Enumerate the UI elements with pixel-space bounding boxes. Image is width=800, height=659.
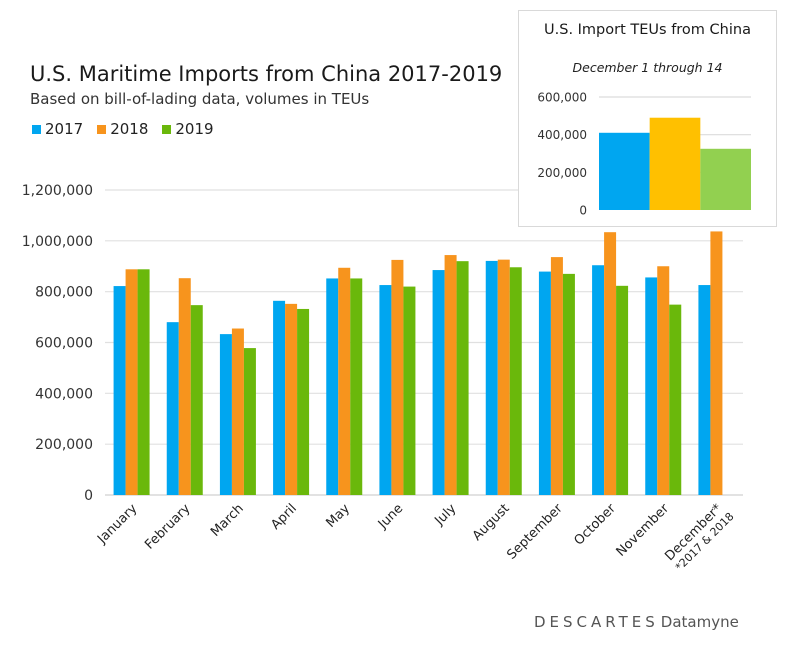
main-x-axis-labels: January February March April May June July Augu… [94,501,736,574]
legend: 2017 2018 2019 [32,120,214,138]
bar-2018-april [285,303,298,495]
inset-subtitle: December 1 through 14 [572,60,723,75]
legend-swatch-2018 [97,124,107,134]
bar-2017-april [273,300,286,495]
main-x-tick-label: July [432,501,460,529]
inset-y-axis-labels: 0 200,000 400,000 600,000 [537,91,587,218]
main-x-tick-label: February [142,501,194,553]
inset-y-tick-label: 200,000 [537,166,587,180]
bar-2017-june [379,285,392,495]
chart-title: U.S. Maritime Imports from China 2017-20… [30,62,503,86]
bar-2018-november [657,266,670,495]
inset-chart-panel: U.S. Import TEUs from China December 1 t… [518,10,777,227]
main-x-tick-label: August [470,501,513,544]
main-x-tick-label: March [208,501,247,540]
main-x-tick-label: October [572,501,620,549]
bar-2019-february [190,305,203,495]
bar-2018-july [444,255,457,495]
inset-y-tick-label: 400,000 [537,128,587,142]
bar-2017-may [326,278,339,495]
main-x-tick-label: September [504,501,566,563]
legend-swatch-2019 [162,124,172,134]
bar-2017-march [219,334,232,495]
inset-bar-chart: 0 200,000 400,000 600,000 [537,91,751,218]
legend-item-2018: 2018 [97,120,148,138]
main-y-axis-labels: 0 200,000 400,000 600,000 800,000 1,000,000 1,… [22,183,93,504]
bar-2018-december [710,231,723,495]
bar-2018-september [550,257,563,495]
inset-bars [599,117,751,210]
bar-2019-september [562,273,575,495]
chart-subtitle: Based on bill-of-lading data, volumes in… [30,90,370,108]
bar-2017-december [698,285,711,495]
legend-label-2019: 2019 [175,120,214,138]
bar-2018-january [125,269,138,495]
bar-2018-february [178,278,191,495]
bar-2018-march [231,328,244,495]
inset-y-tick-label: 600,000 [537,91,587,105]
bar-2019-january [137,269,150,495]
main-x-tick-label: May [323,501,353,531]
bar-2017-october [592,265,605,495]
brand-sub: Datamyne [660,613,739,631]
main-x-tick-label: January [94,501,140,547]
legend-swatch-2017 [32,124,41,134]
bar-2019-july [456,261,469,495]
main-x-tick-label: June [375,501,406,532]
inset-bar-2017 [599,132,650,210]
main-y-tick-label: 0 [84,488,93,504]
bar-2018-may [338,267,351,495]
bar-2019-april [297,308,310,495]
legend-label-2017: 2017 [45,120,84,138]
inset-title: U.S. Import TEUs from China [544,22,751,38]
main-y-tick-label: 1,200,000 [22,183,93,199]
legend-label-2018: 2018 [110,120,149,138]
inset-bar-2019 [700,148,751,210]
bar-2017-september [538,271,551,495]
main-y-tick-label: 600,000 [35,336,93,352]
legend-item-2017: 2017 [32,120,83,138]
main-y-tick-label: 400,000 [35,386,93,402]
bar-2019-august [509,267,522,495]
brand-name: DESCARTES [534,613,659,631]
bar-2019-may [350,278,363,495]
bar-2019-november [669,304,682,495]
bar-2017-november [645,277,658,495]
bar-2017-august [485,260,498,495]
descartes-datamyne-logo: DESCARTES Datamyne [534,613,739,631]
legend-item-2019: 2019 [162,120,214,138]
bar-2019-october [616,285,629,495]
main-y-tick-label: 1,000,000 [22,234,93,250]
main-x-tick-label: April [268,501,300,533]
inset-bar-2018 [649,117,701,210]
bar-2017-july [432,270,445,495]
bar-2018-october [604,232,617,496]
main-y-tick-label: 800,000 [35,285,93,301]
bar-2019-march [243,348,256,495]
bar-2018-august [497,259,510,495]
bar-2017-february [166,322,179,495]
bar-2018-june [391,259,404,495]
main-y-tick-label: 200,000 [35,437,93,453]
inset-y-tick-label: 0 [579,204,587,218]
bar-2017-january [113,286,126,495]
bar-2019-june [403,286,416,495]
main-bars [113,231,723,496]
